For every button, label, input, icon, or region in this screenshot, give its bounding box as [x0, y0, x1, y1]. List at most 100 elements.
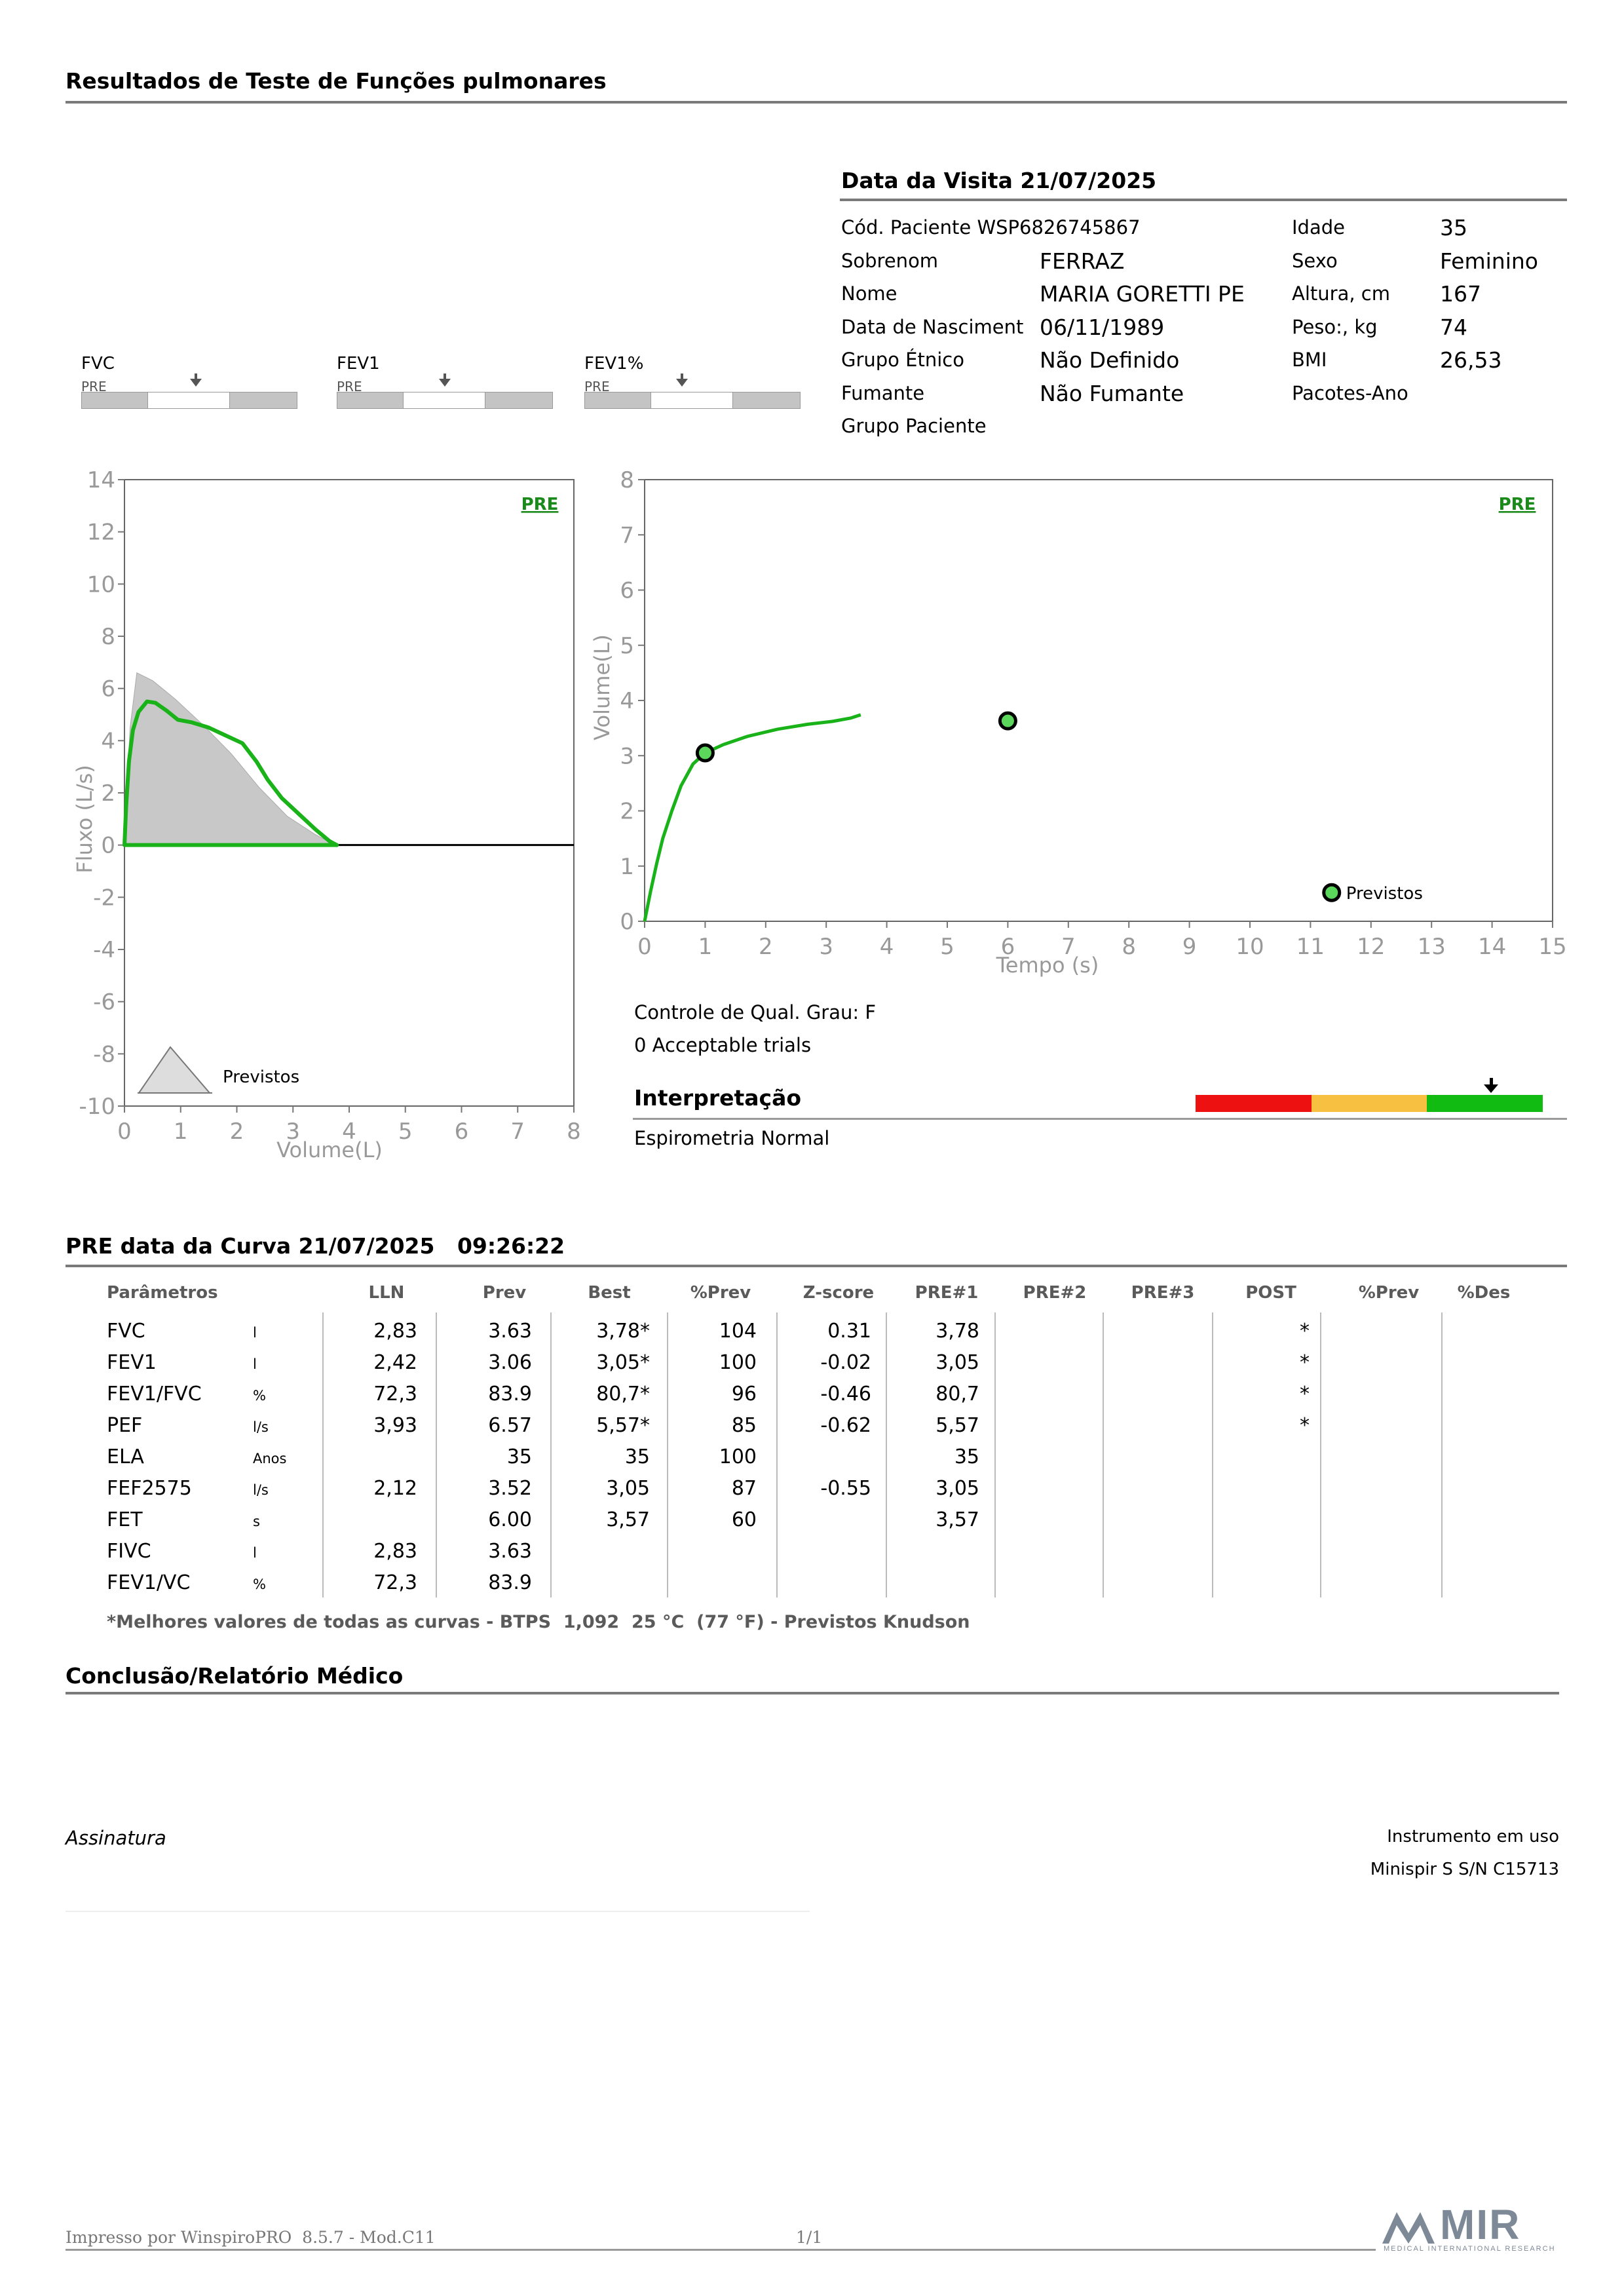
row-best: 35: [624, 1445, 650, 1468]
table-header: %Prev: [1358, 1283, 1420, 1303]
table-header: Prev: [482, 1283, 527, 1303]
table-header: Z-score: [803, 1283, 875, 1303]
fv-y-tick-label: -10: [79, 1094, 115, 1120]
table-column-divider: [1441, 1312, 1443, 1598]
row-lln: 2,83: [373, 1320, 417, 1343]
vt-y-tick-label: 6: [620, 578, 634, 604]
interpretation-segment: [1427, 1095, 1543, 1112]
fv-y-tick-label: 10: [87, 571, 115, 598]
row-lln: 72,3: [373, 1383, 417, 1406]
table-row: ELA Anos 35 35 100 35: [0, 1445, 1624, 1477]
visit-field-label: BMI: [1292, 349, 1327, 371]
visit-field-label: Sobrenom: [841, 249, 939, 272]
row-prev: 6.57: [488, 1414, 532, 1437]
vt-y-tick-label: 0: [620, 909, 634, 935]
row-z: -0.46: [820, 1383, 871, 1406]
table-header: PRE#3: [1131, 1283, 1195, 1303]
row-lln: 72,3: [373, 1571, 417, 1594]
row-pprev: 100: [719, 1445, 757, 1468]
visit-field-value: Não Fumante: [1040, 380, 1184, 406]
interpretation-arrow-stem: [1489, 1078, 1493, 1086]
vt-plot-frame: [644, 479, 1553, 922]
visit-field-label: Idade: [1292, 216, 1345, 239]
row-prev: 83.9: [488, 1383, 532, 1406]
gauge-high: [229, 392, 297, 409]
vt-fev1-marker: [695, 743, 715, 763]
fv-y-tick-label: 12: [87, 520, 115, 546]
visit-field-label: Peso:, kg: [1292, 315, 1378, 338]
row-post: *: [1300, 1320, 1310, 1343]
table-header: %Prev: [690, 1283, 751, 1303]
visit-field-label: Fumante: [841, 381, 925, 404]
gauge-arrow-icon: [439, 379, 451, 387]
fv-y-tick-label: 8: [101, 624, 115, 650]
fv-x-tick-label: 6: [455, 1119, 469, 1145]
table-row: FEF2575 l/s 2,12 3.52 3,05 87 -0.55 3,05: [0, 1477, 1624, 1508]
gauge-arrow-icon: [189, 379, 202, 387]
table-header: Best: [588, 1283, 631, 1303]
row-prev: 3.63: [488, 1320, 532, 1343]
quality-grade: Controle de Qual. Grau: F: [634, 1001, 877, 1024]
row-unit: l/s: [253, 1419, 269, 1435]
table-row: PEF l/s 3,93 6.57 5,57* 85 -0.62 5,57 *: [0, 1414, 1624, 1445]
visit-field-value: Não Definido: [1040, 347, 1180, 373]
fv-y-tick-label: -2: [93, 885, 115, 911]
interpretation-segment: [1196, 1095, 1312, 1112]
table-column-divider: [667, 1312, 668, 1598]
fv-legend-label: Previstos: [223, 1067, 299, 1087]
table-row: FEV1/FVC% 72,3 83.9 80,7* 96 -0.46 80,7 *: [0, 1383, 1624, 1414]
gauge-arrow-stem: [444, 373, 446, 380]
row-param: FIVC: [107, 1540, 151, 1563]
row-pprev: 104: [719, 1320, 757, 1343]
table-header: Parâmetros: [107, 1283, 218, 1303]
fv-x-tick-label: 5: [398, 1119, 413, 1145]
gauge-low: [337, 392, 404, 409]
row-prev: 35: [506, 1445, 532, 1468]
table-header: %Des: [1457, 1283, 1511, 1303]
vt-y-tick-label: 1: [620, 854, 634, 880]
row-prev: 83.9: [488, 1571, 532, 1594]
table-column-divider: [776, 1312, 778, 1598]
table-footnote: *Melhores valores de todas as curvas - B…: [107, 1612, 970, 1632]
gauge-low: [584, 392, 651, 409]
fv-y-tick-label: 2: [101, 780, 115, 807]
visit-field-label: Pacotes-Ano: [1292, 381, 1408, 404]
row-param: FEV1/VC: [107, 1571, 191, 1594]
row-param: FEV1: [107, 1351, 157, 1374]
row-param: ELA: [107, 1445, 144, 1468]
table-header: POST: [1245, 1283, 1296, 1303]
row-pprev: 85: [731, 1414, 757, 1437]
instrument-label: Instrumento em uso: [1387, 1827, 1559, 1846]
row-param: FVC: [107, 1320, 145, 1343]
row-best: 80,7*: [596, 1383, 650, 1406]
vt-x-tick-label: 10: [1236, 934, 1264, 960]
gauge-arrow-icon: [675, 379, 688, 387]
fv-legend-icon: [138, 1046, 212, 1094]
row-unit: l: [253, 1356, 257, 1372]
visit-field-value: 167: [1440, 281, 1481, 307]
vt-x-tick-label: 3: [819, 934, 833, 960]
vt-x-tick-label: 9: [1182, 934, 1197, 960]
row-unit: Anos: [253, 1451, 287, 1466]
vt-pre-tag: PRE: [1499, 495, 1536, 514]
vt-x-tick-label: 7: [1061, 934, 1076, 960]
row-pre1: 3,78: [935, 1320, 979, 1343]
row-pre1: 3,57: [935, 1508, 979, 1531]
row-z: 0.31: [827, 1320, 871, 1343]
table-header: PRE#1: [915, 1283, 979, 1303]
row-prev: 3.63: [488, 1540, 532, 1563]
table-column-divider: [994, 1312, 996, 1598]
fv-x-tick-label: 3: [286, 1119, 300, 1145]
gauge-normal: [403, 392, 485, 409]
vt-fet-marker: [998, 711, 1017, 731]
interpretation-arrow-icon: [1483, 1084, 1498, 1093]
table-header: LLN: [368, 1283, 405, 1303]
visit-field-label: Grupo Paciente: [841, 415, 987, 437]
table-column-divider: [886, 1312, 887, 1598]
table-row: FVC l 2,83 3.63 3,78* 104 0.31 3,78 *: [0, 1320, 1624, 1351]
vt-legend-label: Previstos: [1346, 884, 1423, 904]
row-post: *: [1300, 1351, 1310, 1374]
row-pprev: 96: [731, 1383, 757, 1406]
